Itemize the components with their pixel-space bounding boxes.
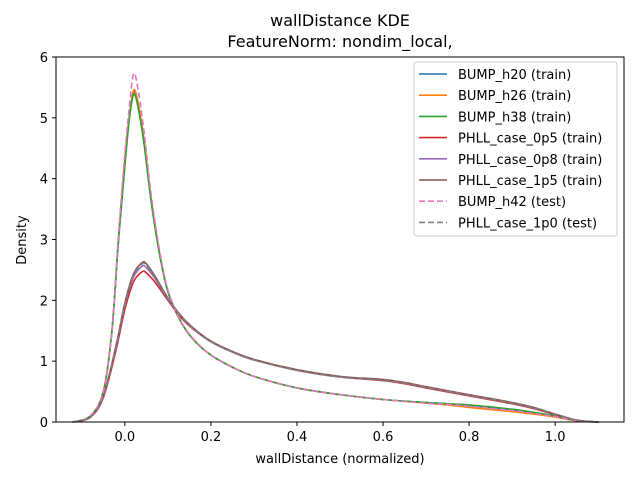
y-tick-label: 0: [40, 416, 48, 431]
series-line-3: [72, 270, 599, 423]
chart-title: wallDistance KDE: [270, 11, 410, 30]
y-tick-label: 5: [40, 112, 48, 127]
y-tick-label: 6: [40, 51, 48, 66]
chart-subtitle: FeatureNorm: nondim_local,: [227, 32, 452, 52]
y-tick-label: 1: [40, 355, 48, 370]
legend-label-6: BUMP_h42 (test): [458, 195, 566, 210]
plot-lines: [72, 72, 599, 423]
x-axis-label: wallDistance (normalized): [255, 452, 424, 467]
legend-box: [413, 61, 618, 237]
legend: BUMP_h20 (train) BUMP_h26 (train) BUMP_h38…: [413, 61, 618, 237]
series-line-4: [72, 264, 599, 423]
series-line-6: [72, 72, 599, 423]
y-tick-label: 4: [40, 173, 48, 188]
legend-label-4: PHLL_case_0p8 (train): [458, 153, 602, 168]
y-axis-label: Density: [15, 215, 30, 265]
legend-label-3: PHLL_case_0p5 (train): [458, 132, 602, 147]
x-tick-label: 1.0: [545, 430, 566, 445]
series-line-5: [72, 260, 599, 423]
x-tick-label: 0.8: [459, 430, 480, 445]
x-tick-label: 0.4: [287, 430, 308, 445]
y-tick-label: 3: [40, 234, 48, 249]
series-line-7: [72, 262, 599, 423]
legend-label-1: BUMP_h26 (train): [458, 89, 571, 104]
legend-label-5: PHLL_case_1p5 (train): [458, 174, 602, 189]
legend-label-7: PHLL_case_1p0 (test): [458, 216, 597, 231]
x-tick-label: 0.0: [115, 430, 136, 445]
legend-label-2: BUMP_h38 (train): [458, 110, 571, 125]
x-tick-label: 0.2: [201, 430, 222, 445]
x-tick-label: 0.6: [373, 430, 394, 445]
y-axis-ticks: 0 1 2 3 4 5 6: [40, 51, 56, 431]
x-axis-ticks: 0.0 0.2 0.4 0.6 0.8 1.0: [115, 422, 566, 445]
legend-label-0: BUMP_h20 (train): [458, 68, 571, 83]
y-tick-label: 2: [40, 294, 48, 309]
